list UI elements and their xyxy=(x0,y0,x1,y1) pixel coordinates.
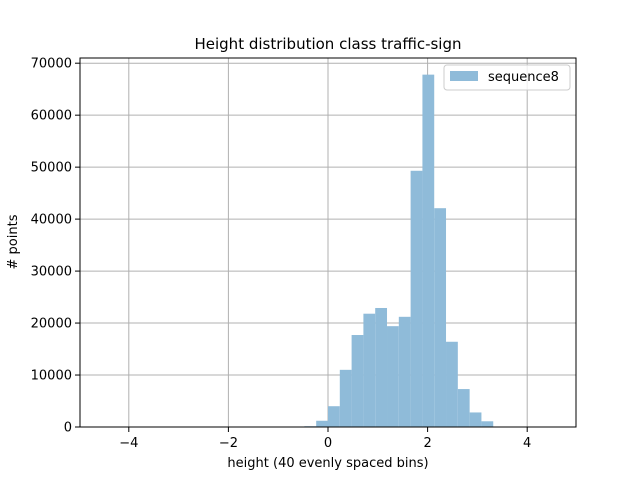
histogram-bar xyxy=(328,406,340,427)
x-tick-label: −2 xyxy=(219,436,238,451)
y-tick-label: 20000 xyxy=(31,317,72,332)
y-tick-label: 60000 xyxy=(31,109,72,124)
histogram-bar xyxy=(446,341,458,427)
x-tick-label: 0 xyxy=(324,436,332,451)
histogram-bar xyxy=(375,307,388,427)
histogram-bar xyxy=(481,421,494,427)
y-tick-label: 10000 xyxy=(31,369,72,384)
x-tick-label: 2 xyxy=(423,436,431,451)
x-tick-label: 4 xyxy=(523,436,531,451)
y-axis-ticks: 0 10000 20000 30000 40000 50000 60000 70000 xyxy=(31,57,80,436)
histogram-bar xyxy=(351,335,364,427)
x-tick-label: −4 xyxy=(119,436,138,451)
y-tick-label: 30000 xyxy=(31,265,72,280)
histogram-bar xyxy=(339,369,352,427)
y-axis-label: # points xyxy=(6,214,21,269)
histogram-bar xyxy=(469,412,482,427)
histogram-bar xyxy=(422,74,435,428)
y-tick-label: 40000 xyxy=(31,213,72,228)
histogram-bar xyxy=(434,208,447,427)
grid-lines xyxy=(80,58,576,428)
histogram-bar xyxy=(387,326,399,427)
legend: sequence8 xyxy=(443,64,571,91)
x-axis-ticks: −4 −2 0 2 4 xyxy=(119,427,531,451)
y-tick-label: 50000 xyxy=(31,161,72,176)
legend-swatch xyxy=(450,71,478,81)
y-tick-label: 70000 xyxy=(31,57,72,72)
histogram-bar xyxy=(410,170,423,427)
chart-title: Height distribution class traffic-sign xyxy=(194,35,461,53)
histogram-bars xyxy=(304,74,494,428)
y-tick-label: 0 xyxy=(64,421,72,436)
histogram-bar xyxy=(363,313,376,427)
legend-label: sequence8 xyxy=(488,70,559,85)
x-axis-label: height (40 evenly spaced bins) xyxy=(227,456,428,471)
histogram-bar xyxy=(457,389,470,427)
histogram-bar xyxy=(398,316,411,427)
histogram-bar xyxy=(316,420,328,427)
